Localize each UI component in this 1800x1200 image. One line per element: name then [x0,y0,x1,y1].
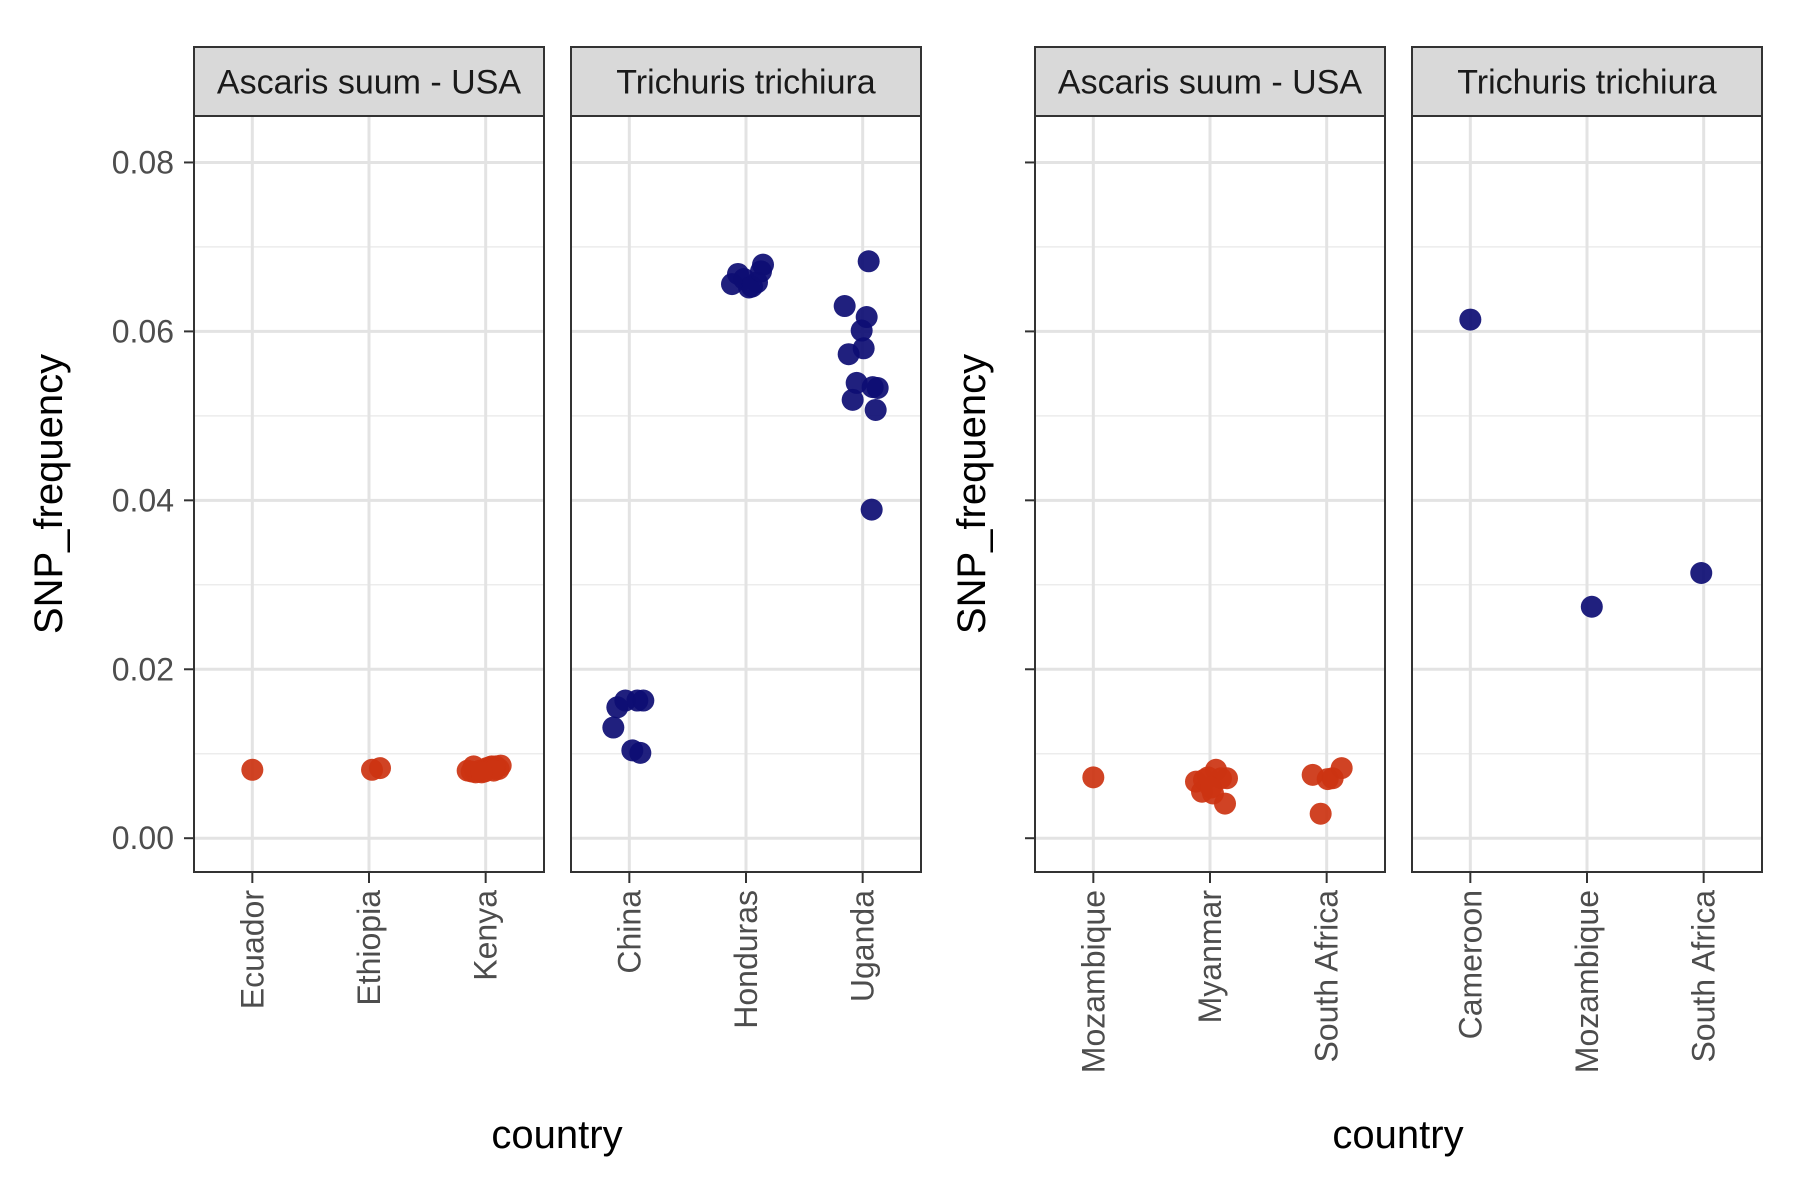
x-tick-label: South Africa [1309,890,1345,1063]
data-point [629,741,652,764]
y-tick-label: 0.06 [112,313,174,349]
x-tick-label: Myanmar [1192,890,1228,1024]
x-axis-title: country [1332,1113,1463,1157]
data-point [369,757,391,780]
x-tick-label: Ecuador [234,890,270,1010]
data-point [864,398,887,421]
y-tick-label: 0.04 [112,482,174,518]
data-point [1200,776,1222,799]
data-point [1082,766,1105,789]
data-point [833,295,856,318]
data-point [1316,768,1339,791]
x-tick-label: Honduras [728,890,764,1029]
y-tick-label: 0.00 [112,820,174,856]
data-point [470,761,493,784]
facet-strip-label: Trichuris trichiura [1457,64,1717,102]
facet-strip [570,46,922,117]
data-point [1309,802,1332,825]
data-point [861,376,884,399]
y-axis-title: SNP_frequency [27,354,71,634]
y-tick-label: 0.08 [112,144,174,180]
facet-strip-label: Trichuris trichiura [616,64,876,102]
data-point [1459,308,1482,331]
facet-strip-label: Ascaris suum - USA [1058,64,1362,102]
x-tick-label: Ethiopia [351,890,387,1006]
x-tick-label: China [611,890,647,974]
y-axis-title: SNP_frequency [950,354,994,634]
y-tick-label: 0.02 [112,651,174,687]
data-point [857,250,880,273]
data-point [860,498,883,521]
facet-strip [1411,46,1763,117]
chart-2: Ascaris suum - USA Mozambique Myanmar South… [950,46,1763,1157]
data-point [1690,561,1713,584]
data-point [721,273,743,296]
data-point [852,337,875,360]
facet-panel: Ascaris suum - USA Mozambique Myanmar South… [1034,46,1386,1073]
data-point [850,319,873,342]
x-tick-label: Kenya [468,890,504,981]
chart-1: Ascaris suum - USA Ecuador Ethiopia Kenya Tr… [27,46,922,1157]
data-point [614,689,637,712]
data-point [841,388,864,411]
x-axis-title: country [491,1113,622,1157]
facet-panel: Trichuris trichiura Cameroon Mozambique Sou… [1411,46,1763,1073]
x-tick-label: Uganda [845,890,881,1002]
x-tick-label: Mozambique [1075,890,1111,1073]
x-tick-label: Mozambique [1569,890,1605,1073]
x-tick-label: South Africa [1686,890,1722,1063]
data-point [602,716,625,739]
x-tick-label: Cameroon [1452,890,1488,1039]
data-point [750,260,772,283]
data-point [1214,792,1236,815]
data-point [1580,595,1603,618]
facet-strip-label: Ascaris suum - USA [217,64,521,102]
facet-panel: Ascaris suum - USA Ecuador Ethiopia Kenya [193,46,545,1010]
facet-panel: Trichuris trichiura China Honduras Uganda [570,46,922,1029]
data-point [632,689,655,712]
facet-strip [1034,46,1386,117]
facet-strip [193,46,545,117]
data-point [241,758,264,781]
